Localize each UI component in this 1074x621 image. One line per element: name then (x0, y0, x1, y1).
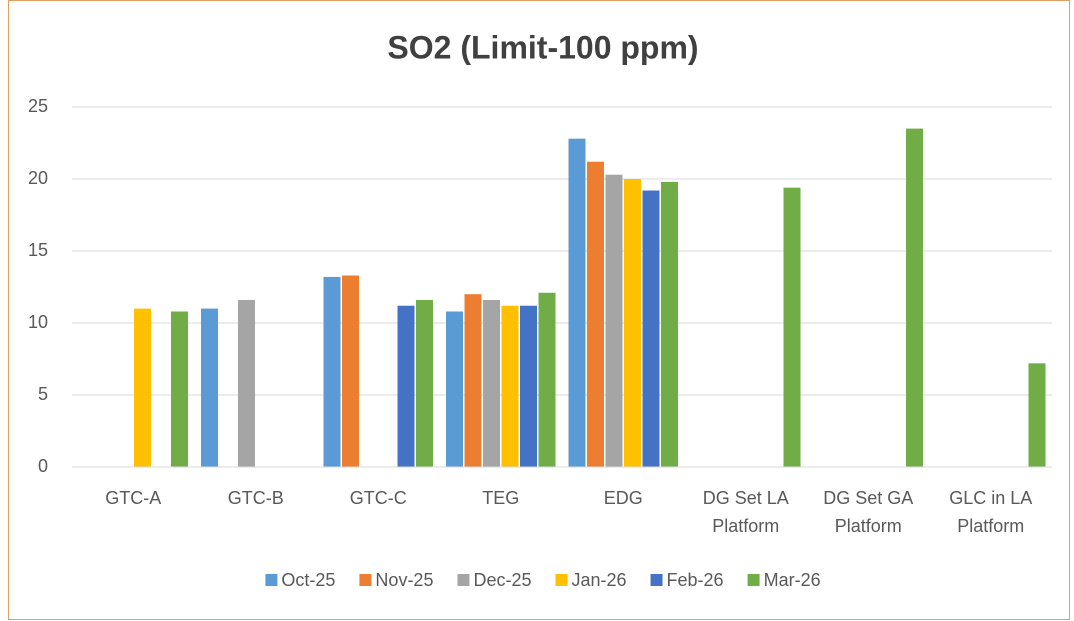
x-tick-label: GTC-A (105, 488, 161, 508)
legend-label: Dec-25 (473, 570, 531, 590)
bar (238, 299, 255, 467)
legend-item: Feb-26 (650, 570, 724, 590)
legend-swatch (747, 574, 760, 586)
bar (342, 275, 359, 467)
bar (171, 311, 188, 467)
bar (906, 128, 923, 467)
bar (783, 187, 801, 467)
bar (464, 294, 482, 467)
x-tick-label: TEG (482, 488, 519, 508)
legend-label: Nov-25 (375, 570, 433, 590)
legend-label: Jan-26 (571, 570, 626, 590)
bar (323, 276, 341, 467)
x-tick-label: EDG (604, 488, 643, 508)
y-tick-label: 5 (38, 384, 48, 404)
legend-item: Nov-25 (359, 570, 433, 590)
legend-label: Mar-26 (764, 570, 821, 590)
legend-swatch (650, 574, 663, 586)
y-tick-label: 15 (28, 240, 48, 260)
bar (483, 299, 500, 467)
bar (1028, 363, 1046, 467)
y-tick-label: 0 (38, 456, 48, 476)
bar (605, 174, 623, 467)
legend-swatch (265, 574, 278, 586)
x-tick-label: DG Set LA Platform (703, 488, 789, 536)
bar (446, 311, 463, 467)
x-tick-label: GTC-B (228, 488, 284, 508)
bar (201, 308, 218, 467)
bar (568, 138, 586, 467)
legend-item: Mar-26 (747, 570, 821, 590)
legend-label: Feb-26 (667, 570, 724, 590)
legend-swatch (555, 574, 568, 586)
bar (587, 161, 604, 467)
bar (520, 305, 537, 467)
chart-title: SO2 (Limit-100 ppm) (387, 29, 698, 65)
bar (134, 308, 151, 467)
bar (661, 181, 678, 467)
y-tick-label: 20 (28, 168, 48, 188)
y-tick-label: 10 (28, 312, 48, 332)
bar (397, 305, 415, 467)
bar (501, 305, 519, 467)
bar (538, 292, 556, 467)
y-tick-label: 25 (28, 96, 48, 116)
bar (416, 299, 433, 467)
legend-label: Oct-25 (281, 570, 335, 590)
bar (642, 190, 660, 467)
x-tick-label: GLC in LA Platform (949, 488, 1032, 536)
legend-swatch (457, 574, 470, 586)
x-tick-label: DG Set GA Platform (823, 488, 913, 536)
legend-swatch (359, 574, 372, 586)
legend-item: Jan-26 (555, 570, 627, 590)
bar (624, 179, 641, 467)
legend-item: Dec-25 (457, 570, 531, 590)
legend-item: Oct-25 (265, 570, 335, 590)
x-tick-label: GTC-C (350, 488, 407, 508)
